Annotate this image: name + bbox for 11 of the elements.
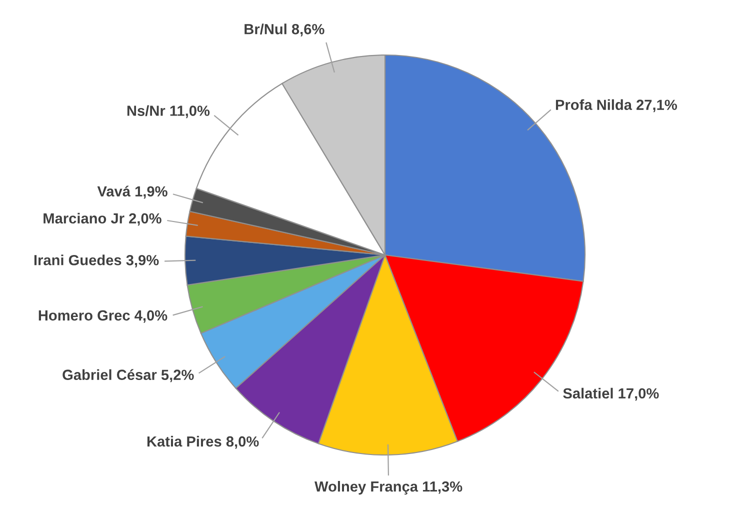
slice-label: Br/Nul 8,6% bbox=[244, 24, 324, 36]
slice-label: Irani Guedes 3,9% bbox=[34, 254, 159, 268]
slice-label: Marciano Jr 2,0% bbox=[44, 212, 162, 226]
slice-label: Ns/Nr 11,0% bbox=[127, 105, 210, 118]
slice-label: Katia Pires 8,0% bbox=[147, 436, 259, 449]
slice-label: Profa Nilda 27,1% bbox=[556, 99, 677, 112]
slice-label: Salatiel 17,0% bbox=[563, 388, 659, 401]
slice-label: Homero Grec 4,0% bbox=[38, 310, 168, 323]
slice-label: Gabriel César 5,2% bbox=[62, 369, 194, 382]
slice-label: Wolney França 11,3% bbox=[314, 480, 462, 495]
slice-label: Vavá 1,9% bbox=[97, 186, 168, 199]
